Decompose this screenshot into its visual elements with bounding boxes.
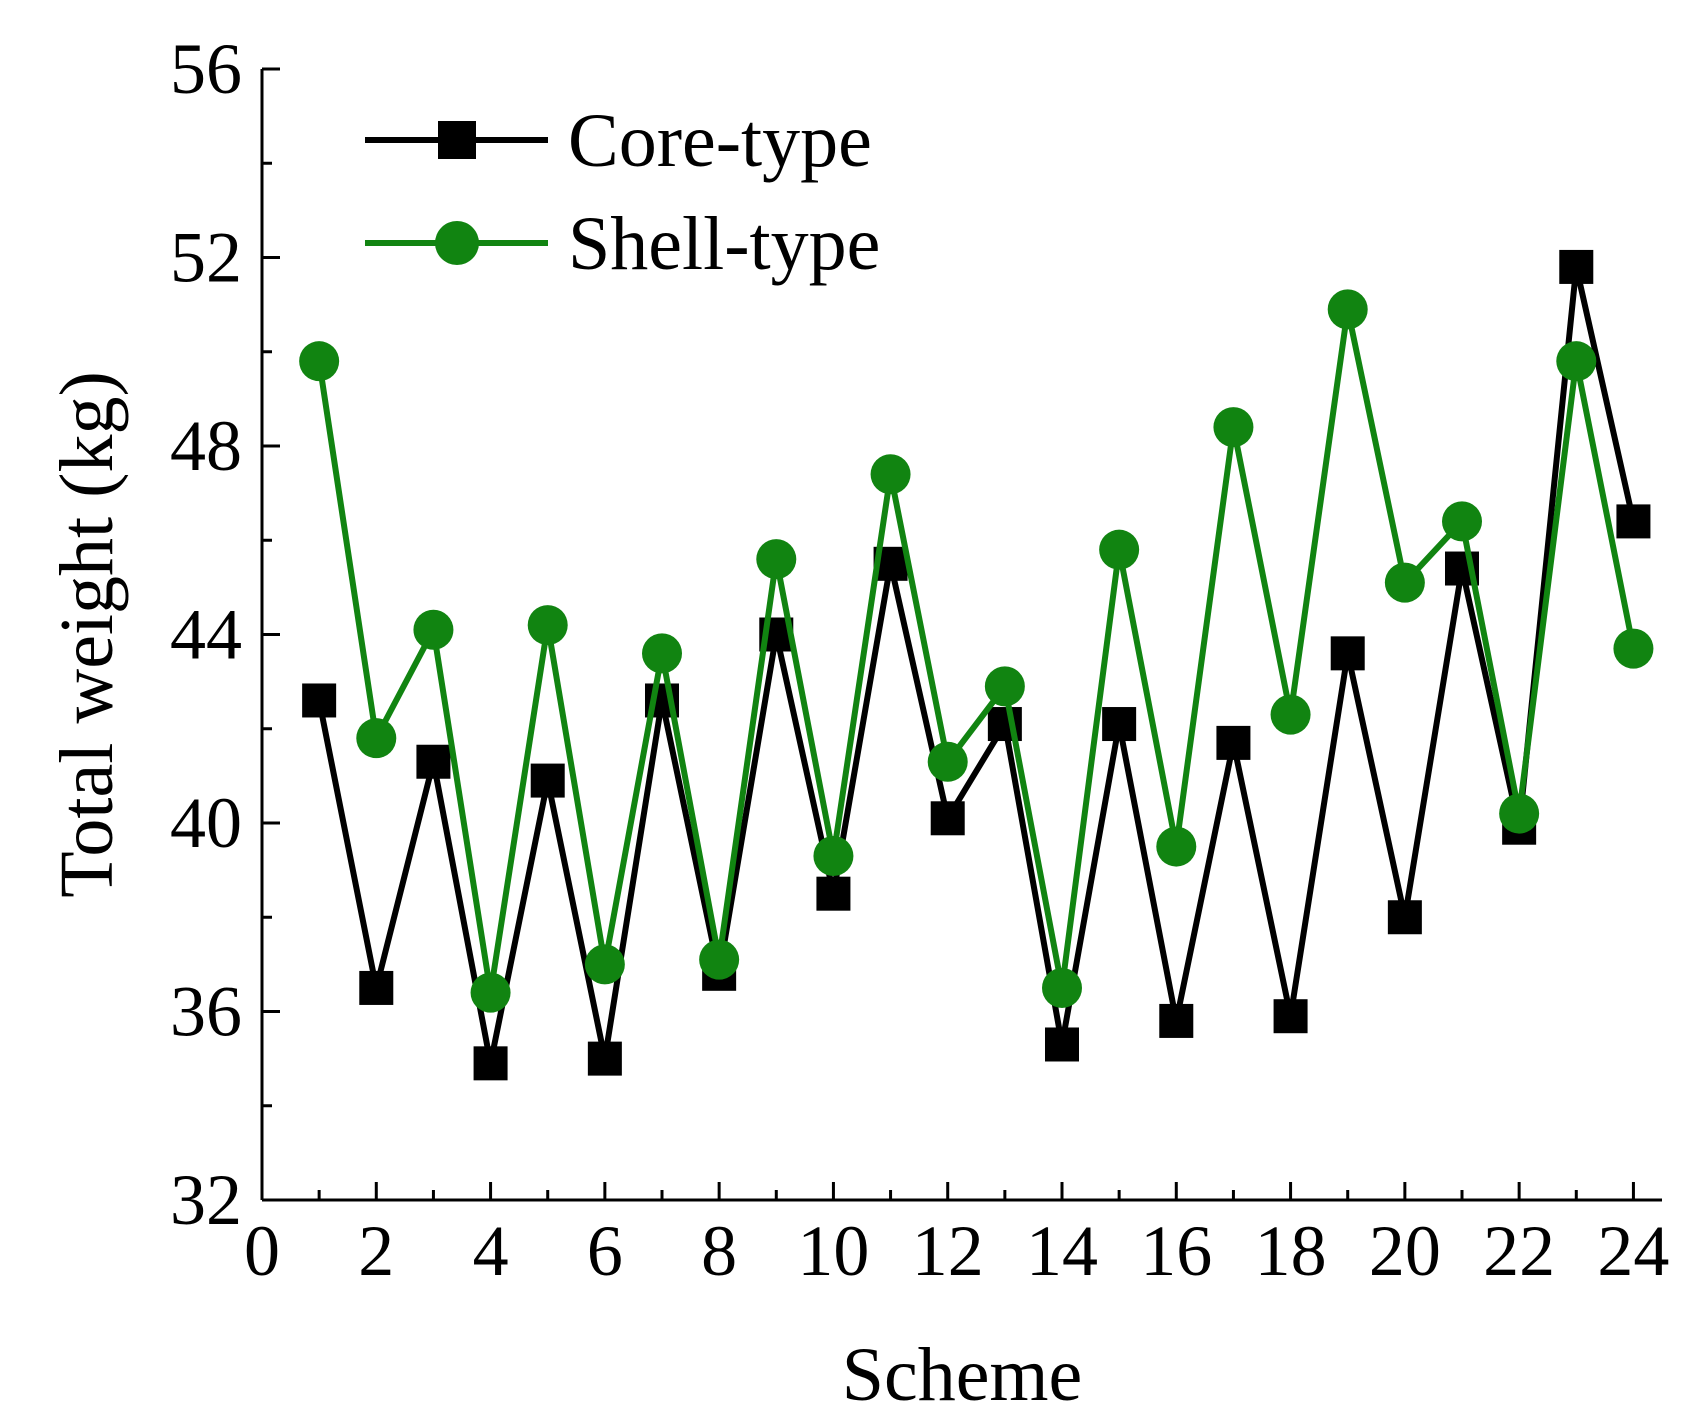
data-point <box>1559 249 1594 284</box>
data-point <box>473 1046 508 1081</box>
data-point <box>813 835 854 876</box>
data-point <box>1042 967 1082 1008</box>
y-tick-label: 36 <box>170 972 242 1052</box>
data-point <box>930 801 965 836</box>
legend-marker <box>438 121 476 159</box>
data-point <box>756 539 797 580</box>
series-core-type <box>302 249 1651 1081</box>
x-tick-label: 18 <box>1255 1211 1327 1291</box>
y-tick-label: 32 <box>170 1160 242 1240</box>
x-tick-label: 12 <box>912 1211 984 1291</box>
legend-label: Shell-type <box>568 202 880 286</box>
legend-item: Shell-type <box>365 202 880 286</box>
x-tick-label: 14 <box>1026 1211 1098 1291</box>
legend-label: Core-type <box>568 99 872 183</box>
x-tick-label: 24 <box>1597 1211 1669 1291</box>
x-tick-label: 8 <box>701 1211 737 1291</box>
y-axis-title: Total weight (kg) <box>45 371 129 898</box>
data-point <box>1387 900 1422 935</box>
data-point <box>642 633 682 674</box>
data-point <box>302 683 337 718</box>
data-point <box>530 763 565 798</box>
data-point <box>1216 725 1251 760</box>
y-tick-label: 40 <box>170 783 242 863</box>
data-point <box>1045 1027 1079 1062</box>
data-point <box>1159 1003 1194 1038</box>
x-tick-label: 20 <box>1369 1211 1441 1291</box>
data-point <box>1156 826 1197 867</box>
data-point <box>699 939 740 980</box>
data-point <box>416 744 451 779</box>
axes <box>260 67 1662 1202</box>
legend: Core-type Shell-type <box>365 99 880 286</box>
x-tick-label: 6 <box>587 1211 623 1291</box>
data-point <box>1213 407 1254 448</box>
data-point <box>299 341 340 382</box>
data-point <box>527 605 568 646</box>
data-point <box>584 944 625 985</box>
data-point <box>1384 562 1425 603</box>
data-point <box>587 1041 622 1076</box>
x-axis-title: Scheme <box>842 1333 1083 1417</box>
data-point <box>1499 793 1540 834</box>
x-tick-label: 0 <box>244 1211 280 1291</box>
data-point <box>1099 529 1140 570</box>
series-line <box>316 308 1637 994</box>
data-point <box>1273 999 1308 1034</box>
x-tick-label: 4 <box>473 1211 509 1291</box>
data-point <box>470 972 511 1013</box>
data-point <box>1102 707 1137 742</box>
x-tick-label: 2 <box>358 1211 394 1291</box>
data-point <box>1613 628 1654 669</box>
y-tick-label: 44 <box>170 595 242 675</box>
data-point <box>1616 504 1651 539</box>
data-point <box>1270 694 1311 735</box>
legend-item: Core-type <box>365 99 872 183</box>
data-point <box>356 718 397 759</box>
data-point <box>816 876 851 911</box>
data-point <box>1442 501 1482 542</box>
series-line <box>316 266 1637 1064</box>
data-point <box>1327 289 1368 330</box>
data-point <box>927 741 968 782</box>
series-layer <box>299 249 1654 1081</box>
x-tick-label: 22 <box>1483 1211 1555 1291</box>
legend-marker <box>435 221 479 265</box>
data-point <box>870 454 911 495</box>
data-point <box>359 970 394 1005</box>
y-tick-label: 52 <box>170 218 242 298</box>
y-tick-label: 48 <box>170 406 242 486</box>
data-point <box>984 666 1025 707</box>
series-shell-type <box>299 289 1654 1013</box>
data-point <box>1330 636 1365 671</box>
x-tick-label: 16 <box>1140 1211 1212 1291</box>
data-point <box>1556 341 1597 382</box>
data-point <box>413 609 454 650</box>
y-tick-label: 56 <box>170 29 242 109</box>
x-tick-label: 10 <box>797 1211 869 1291</box>
